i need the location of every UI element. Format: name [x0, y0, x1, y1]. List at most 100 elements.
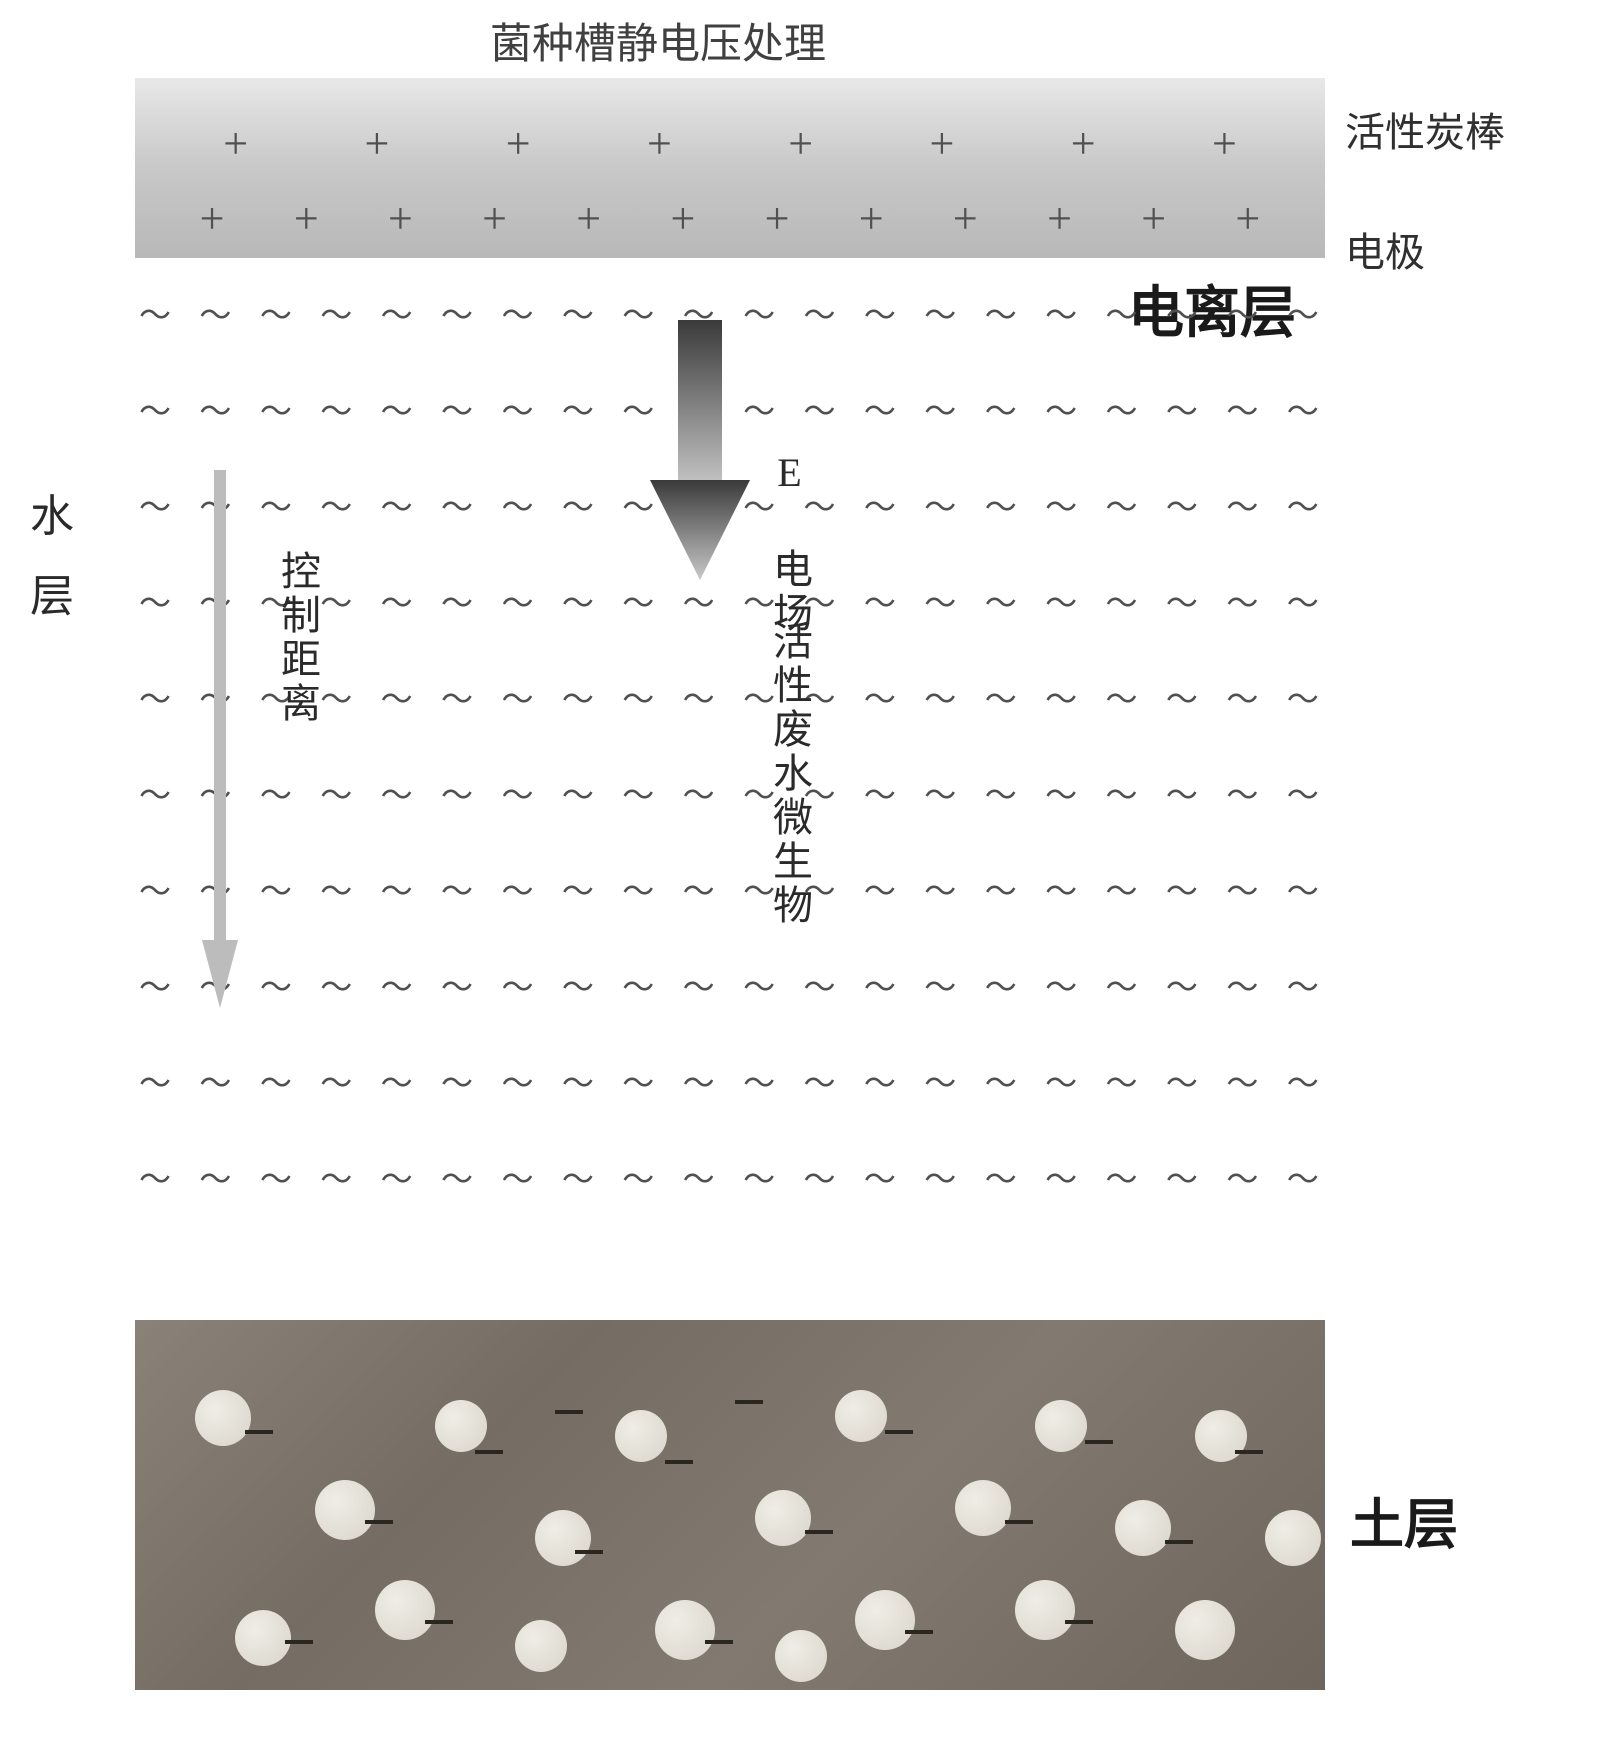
wave-tilde: ～ [743, 962, 777, 1008]
soil-particle [535, 1510, 591, 1566]
plus-symbol: + [576, 193, 601, 244]
wave-tilde: ～ [320, 1154, 354, 1200]
wave-row: ～～～～～～～～～～～～～～～～～～～～ [135, 866, 1325, 912]
wave-tilde: ～ [1166, 482, 1200, 528]
wave-tilde: ～ [320, 866, 354, 912]
wave-tilde: ～ [381, 290, 415, 336]
wave-tilde: ～ [441, 866, 475, 912]
soil-particle [655, 1600, 715, 1660]
wave-tilde: ～ [864, 290, 898, 336]
soil-negative-charge [905, 1630, 933, 1634]
wave-tilde: ～ [985, 290, 1019, 336]
wave-tilde: ～ [1106, 674, 1140, 720]
wave-tilde: ～ [1045, 482, 1079, 528]
wave-tilde: ～ [924, 962, 958, 1008]
wave-tilde: ～ [381, 674, 415, 720]
wave-tilde: ～ [864, 962, 898, 1008]
wave-tilde: ～ [381, 1058, 415, 1104]
wave-tilde: ～ [562, 386, 596, 432]
label-water-2: 层 [30, 560, 74, 624]
wave-tilde: ～ [864, 1058, 898, 1104]
soil-negative-charge [705, 1640, 733, 1644]
soil-negative-charge [1235, 1450, 1263, 1454]
wave-tilde: ～ [139, 866, 173, 912]
wave-tilde: ～ [139, 770, 173, 816]
plus-symbol: + [223, 118, 248, 169]
soil-negative-charge [735, 1400, 763, 1404]
wave-tilde: ～ [260, 290, 294, 336]
wave-tilde: ～ [501, 962, 535, 1008]
plus-symbol: + [1235, 193, 1260, 244]
wave-tilde: ～ [260, 962, 294, 1008]
wave-tilde: ～ [562, 770, 596, 816]
wave-tilde: ～ [441, 770, 475, 816]
wave-tilde: ～ [1287, 962, 1321, 1008]
wave-tilde: ～ [1226, 770, 1260, 816]
plus-symbol: + [765, 193, 790, 244]
soil-particle [835, 1390, 887, 1442]
wave-tilde: ～ [803, 386, 837, 432]
soil-negative-charge [575, 1550, 603, 1554]
soil-negative-charge [1165, 1540, 1193, 1544]
wave-tilde: ～ [1226, 866, 1260, 912]
wave-tilde: ～ [1226, 1058, 1260, 1104]
wave-tilde: ～ [1166, 962, 1200, 1008]
wave-tilde: ～ [1106, 1154, 1140, 1200]
plus-symbol: + [388, 193, 413, 244]
wave-tilde: ～ [1045, 866, 1079, 912]
soil-particle [775, 1630, 827, 1682]
wave-tilde: ～ [1045, 386, 1079, 432]
wave-tilde: ～ [1287, 578, 1321, 624]
soil-negative-charge [1085, 1440, 1113, 1444]
soil-negative-charge [885, 1430, 913, 1434]
wave-tilde: ～ [864, 1154, 898, 1200]
wave-tilde: ～ [199, 1058, 233, 1104]
wave-tilde: ～ [381, 578, 415, 624]
soil-particle [235, 1610, 291, 1666]
plus-symbol: + [364, 118, 389, 169]
soil-particle [1015, 1580, 1075, 1640]
wave-tilde: ～ [139, 386, 173, 432]
wave-tilde: ～ [320, 1058, 354, 1104]
wave-tilde: ～ [985, 866, 1019, 912]
soil-negative-charge [555, 1410, 583, 1414]
wave-tilde: ～ [1106, 482, 1140, 528]
wave-tilde: ～ [139, 482, 173, 528]
wave-tilde: ～ [622, 770, 656, 816]
wave-tilde: ～ [562, 482, 596, 528]
wave-row: ～～～～～～～～～～～～～～～～～～～～ [135, 1058, 1325, 1104]
wave-tilde: ～ [260, 482, 294, 528]
wave-tilde: ～ [1166, 386, 1200, 432]
wave-tilde: ～ [1106, 770, 1140, 816]
wave-tilde: ～ [320, 770, 354, 816]
wave-tilde: ～ [683, 1058, 717, 1104]
wave-tilde: ～ [501, 578, 535, 624]
soil-particle [1115, 1500, 1171, 1556]
wave-tilde: ～ [1106, 386, 1140, 432]
control-distance-arrow [200, 470, 240, 1010]
wave-tilde: ～ [260, 866, 294, 912]
wave-tilde: ～ [1106, 866, 1140, 912]
wave-tilde: ～ [320, 482, 354, 528]
wave-tilde: ～ [441, 1058, 475, 1104]
wave-tilde: ～ [501, 866, 535, 912]
wave-tilde: ～ [441, 578, 475, 624]
wave-tilde: ～ [1045, 1154, 1079, 1200]
wave-tilde: ～ [1106, 1058, 1140, 1104]
soil-negative-charge [805, 1530, 833, 1534]
label-active-wastewater: 活性废水微生物 [760, 620, 818, 928]
wave-tilde: ～ [320, 386, 354, 432]
wave-tilde: ～ [381, 962, 415, 1008]
electric-field-arrow [640, 320, 760, 600]
wave-tilde: ～ [864, 866, 898, 912]
diagram-title: 菌种槽静电压处理 [490, 10, 826, 71]
wave-tilde: ～ [1106, 578, 1140, 624]
wave-tilde: ～ [1287, 482, 1321, 528]
wave-tilde: ～ [199, 1154, 233, 1200]
wave-tilde: ～ [924, 770, 958, 816]
wave-tilde: ～ [501, 290, 535, 336]
wave-tilde: ～ [139, 674, 173, 720]
wave-tilde: ～ [985, 962, 1019, 1008]
wave-tilde: ～ [1287, 386, 1321, 432]
label-soil-layer: 土层 [1350, 1480, 1458, 1559]
